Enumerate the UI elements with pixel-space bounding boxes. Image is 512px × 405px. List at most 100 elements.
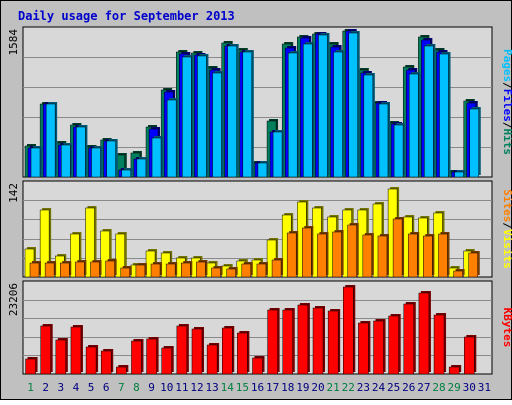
kbytes-kbytes-bar xyxy=(146,338,157,375)
hits_files_pages-pages-bar xyxy=(378,103,389,178)
visits_sites-ymax-label: 142 xyxy=(7,183,20,203)
hits_files_pages-pages-bar xyxy=(454,171,464,178)
legend-separator: / xyxy=(501,122,512,129)
visits_sites-sites-bar xyxy=(317,233,327,278)
hits_files_pages-pages-bar xyxy=(166,99,177,178)
x-tick-label: 18 xyxy=(281,381,294,394)
x-tick-label: 3 xyxy=(58,381,65,394)
kbytes-kbytes-bar xyxy=(100,350,112,375)
hits_files_pages-pages-bar xyxy=(363,74,374,178)
legend-separator: / xyxy=(501,82,512,89)
visits_sites-sites-bar xyxy=(196,261,206,278)
x-tick-label: 7 xyxy=(118,381,125,394)
hits_files_pages-pages-bar xyxy=(469,108,479,178)
kbytes-kbytes-bar xyxy=(358,322,369,375)
legend-kbytes: KBytes xyxy=(501,308,512,348)
kbytes-kbytes-bar xyxy=(237,332,248,375)
visits_sites-sites-bar xyxy=(438,233,448,278)
visits_sites-sites-bar xyxy=(135,264,146,278)
visits_sites-sites-bar xyxy=(211,267,221,278)
x-tick-label: 27 xyxy=(417,381,430,394)
hits_files_pages-pages-bar xyxy=(257,162,268,178)
visits_sites-sites-bar xyxy=(362,234,373,278)
visits_sites-sites-bar xyxy=(468,252,478,278)
kbytes-kbytes-bar xyxy=(55,339,67,375)
hits_files_pages-pages-bar xyxy=(393,124,404,178)
x-tick-label: 11 xyxy=(175,381,188,394)
hits_files_pages-pages-bar xyxy=(439,53,449,178)
visits_sites-sites-bar xyxy=(165,263,176,278)
legend-visits: Visits xyxy=(501,229,512,269)
x-tick-label: 26 xyxy=(402,381,415,394)
hits_files_pages-pages-bar xyxy=(303,43,313,178)
x-tick-label: 21 xyxy=(327,381,340,394)
visits_sites-visits-bar xyxy=(70,233,80,278)
x-tick-label: 20 xyxy=(311,381,324,394)
kbytes-kbytes-bar xyxy=(373,320,384,375)
x-tick-label: 5 xyxy=(88,381,95,394)
hits_files_pages-pages-bar xyxy=(212,72,222,178)
hits_files_pages-pages-bar xyxy=(45,103,56,178)
visits_sites-sites-bar xyxy=(392,218,403,278)
kbytes-kbytes-bar xyxy=(252,357,263,375)
kbytes-kbytes-bar xyxy=(267,309,278,375)
hits_files_pages-pages-bar xyxy=(348,32,358,178)
hits_files_pages-pages-bar xyxy=(272,131,283,178)
kbytes-kbytes-bar xyxy=(25,358,36,375)
x-tick-label: 1 xyxy=(27,381,34,394)
visits_sites-sites-bar xyxy=(423,235,433,278)
kbytes-kbytes-bar xyxy=(70,326,82,375)
hits_files_pages-pages-bar xyxy=(182,56,192,178)
x-tick-label: 17 xyxy=(266,381,279,394)
hits_files_pages-pages-bar xyxy=(121,169,132,178)
x-tick-label: 14 xyxy=(221,381,235,394)
x-tick-label: 23 xyxy=(357,381,370,394)
hits_files_pages-pages-bar xyxy=(61,144,71,178)
hits_files_pages-pages-bar xyxy=(30,147,41,178)
hits_files_pages-pages-bar xyxy=(136,158,147,178)
legend-sites: Sites xyxy=(501,189,512,222)
x-tick-label: 24 xyxy=(372,381,386,394)
visits_sites-sites-bar xyxy=(347,224,357,278)
visits_sites-sites-bar xyxy=(226,268,236,278)
visits_sites-visits-bar xyxy=(115,233,126,278)
x-tick-label: 9 xyxy=(148,381,155,394)
hits_files_pages-ymax-label: 1584 xyxy=(7,29,20,56)
x-tick-label: 4 xyxy=(73,381,80,394)
kbytes-kbytes-bar xyxy=(448,366,460,375)
visits_sites-sites-bar xyxy=(453,270,463,278)
x-tick-label: 19 xyxy=(296,381,309,394)
x-tick-label: 6 xyxy=(103,381,110,394)
hits_files_pages-pages-bar xyxy=(408,73,419,178)
visits_sites-sites-bar xyxy=(271,259,282,278)
visits_sites-legend: Sites/Visits xyxy=(501,189,512,269)
kbytes-kbytes-bar xyxy=(131,340,142,375)
kbytes-kbytes-bar xyxy=(85,346,97,375)
kbytes-kbytes-bar xyxy=(161,347,172,375)
x-tick-label: 29 xyxy=(448,381,461,394)
visits_sites-sites-bar xyxy=(105,260,115,278)
visits_sites-sites-bar xyxy=(120,267,131,278)
x-tick-label: 10 xyxy=(160,381,173,394)
kbytes-kbytes-bar xyxy=(312,307,324,375)
kbytes-kbytes-bar xyxy=(343,286,354,375)
visits_sites-sites-bar xyxy=(44,262,55,278)
hits_files_pages-pages-bar xyxy=(242,51,253,178)
visits_sites-sites-bar xyxy=(60,262,70,278)
kbytes-kbytes-bar xyxy=(297,304,309,375)
hits_files_pages-pages-bar xyxy=(151,137,162,178)
visits_sites-sites-bar xyxy=(181,262,191,278)
visits_sites-sites-bar xyxy=(302,227,312,278)
hits_files_pages-pages-bar xyxy=(333,51,343,178)
kbytes-kbytes-bar xyxy=(221,327,233,375)
kbytes-legend: KBytes xyxy=(501,308,512,348)
x-tick-label: 22 xyxy=(342,381,355,394)
legend-files: Files xyxy=(501,89,512,122)
kbytes-kbytes-bar xyxy=(176,325,188,375)
visits_sites-visits-bar xyxy=(100,230,110,278)
hits_files_pages-pages-bar xyxy=(197,55,207,178)
kbytes-kbytes-bar xyxy=(464,336,475,375)
visits_sites-sites-bar xyxy=(90,261,100,278)
plot-layer: 1584Pages/Files/Hits142Sites/Visits23206… xyxy=(7,26,512,394)
